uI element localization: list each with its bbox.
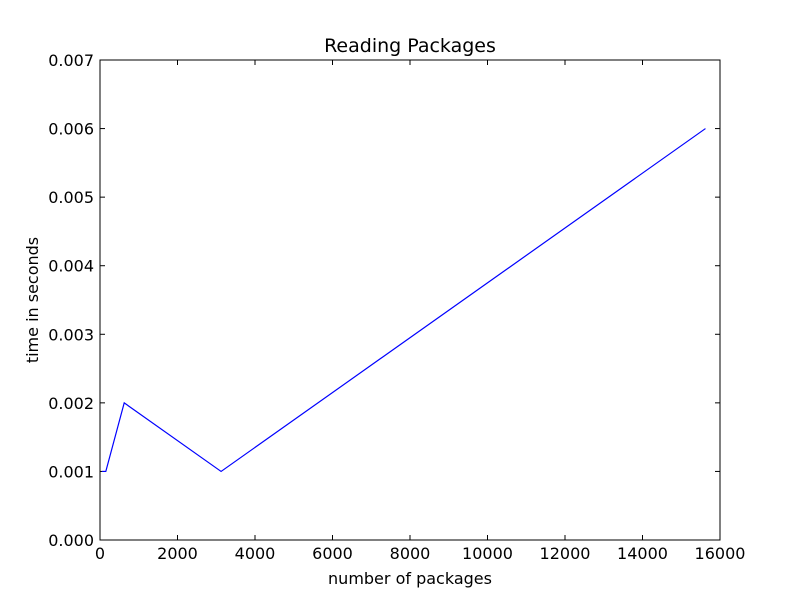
plot-area	[100, 60, 720, 540]
y-tick-label: 0.007	[48, 51, 94, 70]
y-tick-label: 0.003	[48, 325, 94, 344]
series-layer	[101, 128, 706, 473]
y-tick-label: 0.004	[48, 257, 94, 276]
y-axis-label: time in seconds	[23, 237, 42, 363]
y-tick-label: 0.002	[48, 394, 94, 413]
x-tick-label: 16000	[695, 544, 746, 563]
y-tick-label: 0.006	[48, 120, 94, 139]
y-tick-label: 0.005	[48, 188, 94, 207]
y-tick-label: 0.000	[48, 531, 94, 550]
y-tick-label: 0.001	[48, 462, 94, 481]
x-tick-label: 2000	[157, 544, 198, 563]
x-axis-label: number of packages	[328, 569, 492, 588]
x-tick-label: 6000	[312, 544, 353, 563]
x-tick-label: 12000	[540, 544, 591, 563]
x-tick-label: 0	[95, 544, 105, 563]
x-tick-label: 14000	[617, 544, 668, 563]
tick-labels: 0 2000 4000 6000 8000 10000 12000 14000 16000 0.0…	[48, 51, 745, 563]
x-tick-label: 10000	[462, 544, 513, 563]
x-tick-label: 4000	[235, 544, 276, 563]
series-line	[101, 128, 706, 473]
x-tick-label: 8000	[390, 544, 431, 563]
plot-frame	[99, 59, 721, 541]
chart-title: Reading Packages	[324, 35, 496, 57]
